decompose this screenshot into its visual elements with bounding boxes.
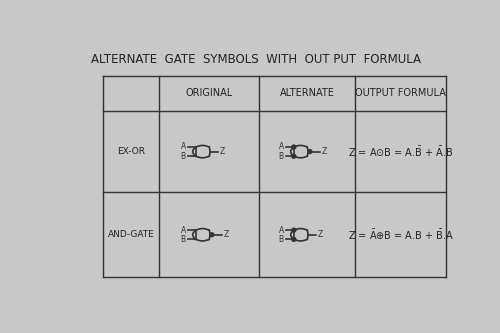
Text: Z: Z	[224, 230, 229, 239]
Text: Z: Z	[322, 147, 327, 156]
Text: B: B	[278, 235, 284, 244]
Text: A: A	[180, 143, 186, 152]
Circle shape	[292, 237, 296, 241]
Text: B: B	[278, 152, 284, 161]
Text: B: B	[180, 152, 186, 161]
Text: Z: Z	[220, 147, 225, 156]
Text: A: A	[278, 226, 284, 235]
Text: Z: Z	[318, 230, 324, 239]
Circle shape	[292, 145, 296, 149]
Text: A: A	[278, 143, 284, 152]
Text: EX-OR: EX-OR	[117, 147, 145, 156]
Text: Z = A$\odot$B = A.$\bar{\rm B}$ + $\bar{\rm A}$.B: Z = A$\odot$B = A.$\bar{\rm B}$ + $\bar{…	[348, 145, 454, 159]
Text: B: B	[180, 235, 186, 244]
Text: ORIGINAL: ORIGINAL	[186, 89, 232, 99]
Circle shape	[210, 233, 214, 237]
Circle shape	[308, 150, 312, 154]
Text: ALTERNATE: ALTERNATE	[280, 89, 334, 99]
Text: AND-GATE: AND-GATE	[108, 230, 154, 239]
Text: OUTPUT FORMULA: OUTPUT FORMULA	[356, 89, 446, 99]
Text: A: A	[180, 226, 186, 235]
Circle shape	[292, 154, 296, 158]
Text: ALTERNATE  GATE  SYMBOLS  WITH  OUT PUT  FORMULA: ALTERNATE GATE SYMBOLS WITH OUT PUT FORM…	[91, 53, 421, 66]
Text: Z = $\bar{\rm A}$$\oplus$B = A.B + $\bar{\rm B}$.A: Z = $\bar{\rm A}$$\oplus$B = A.B + $\bar…	[348, 228, 454, 242]
Circle shape	[292, 228, 296, 232]
